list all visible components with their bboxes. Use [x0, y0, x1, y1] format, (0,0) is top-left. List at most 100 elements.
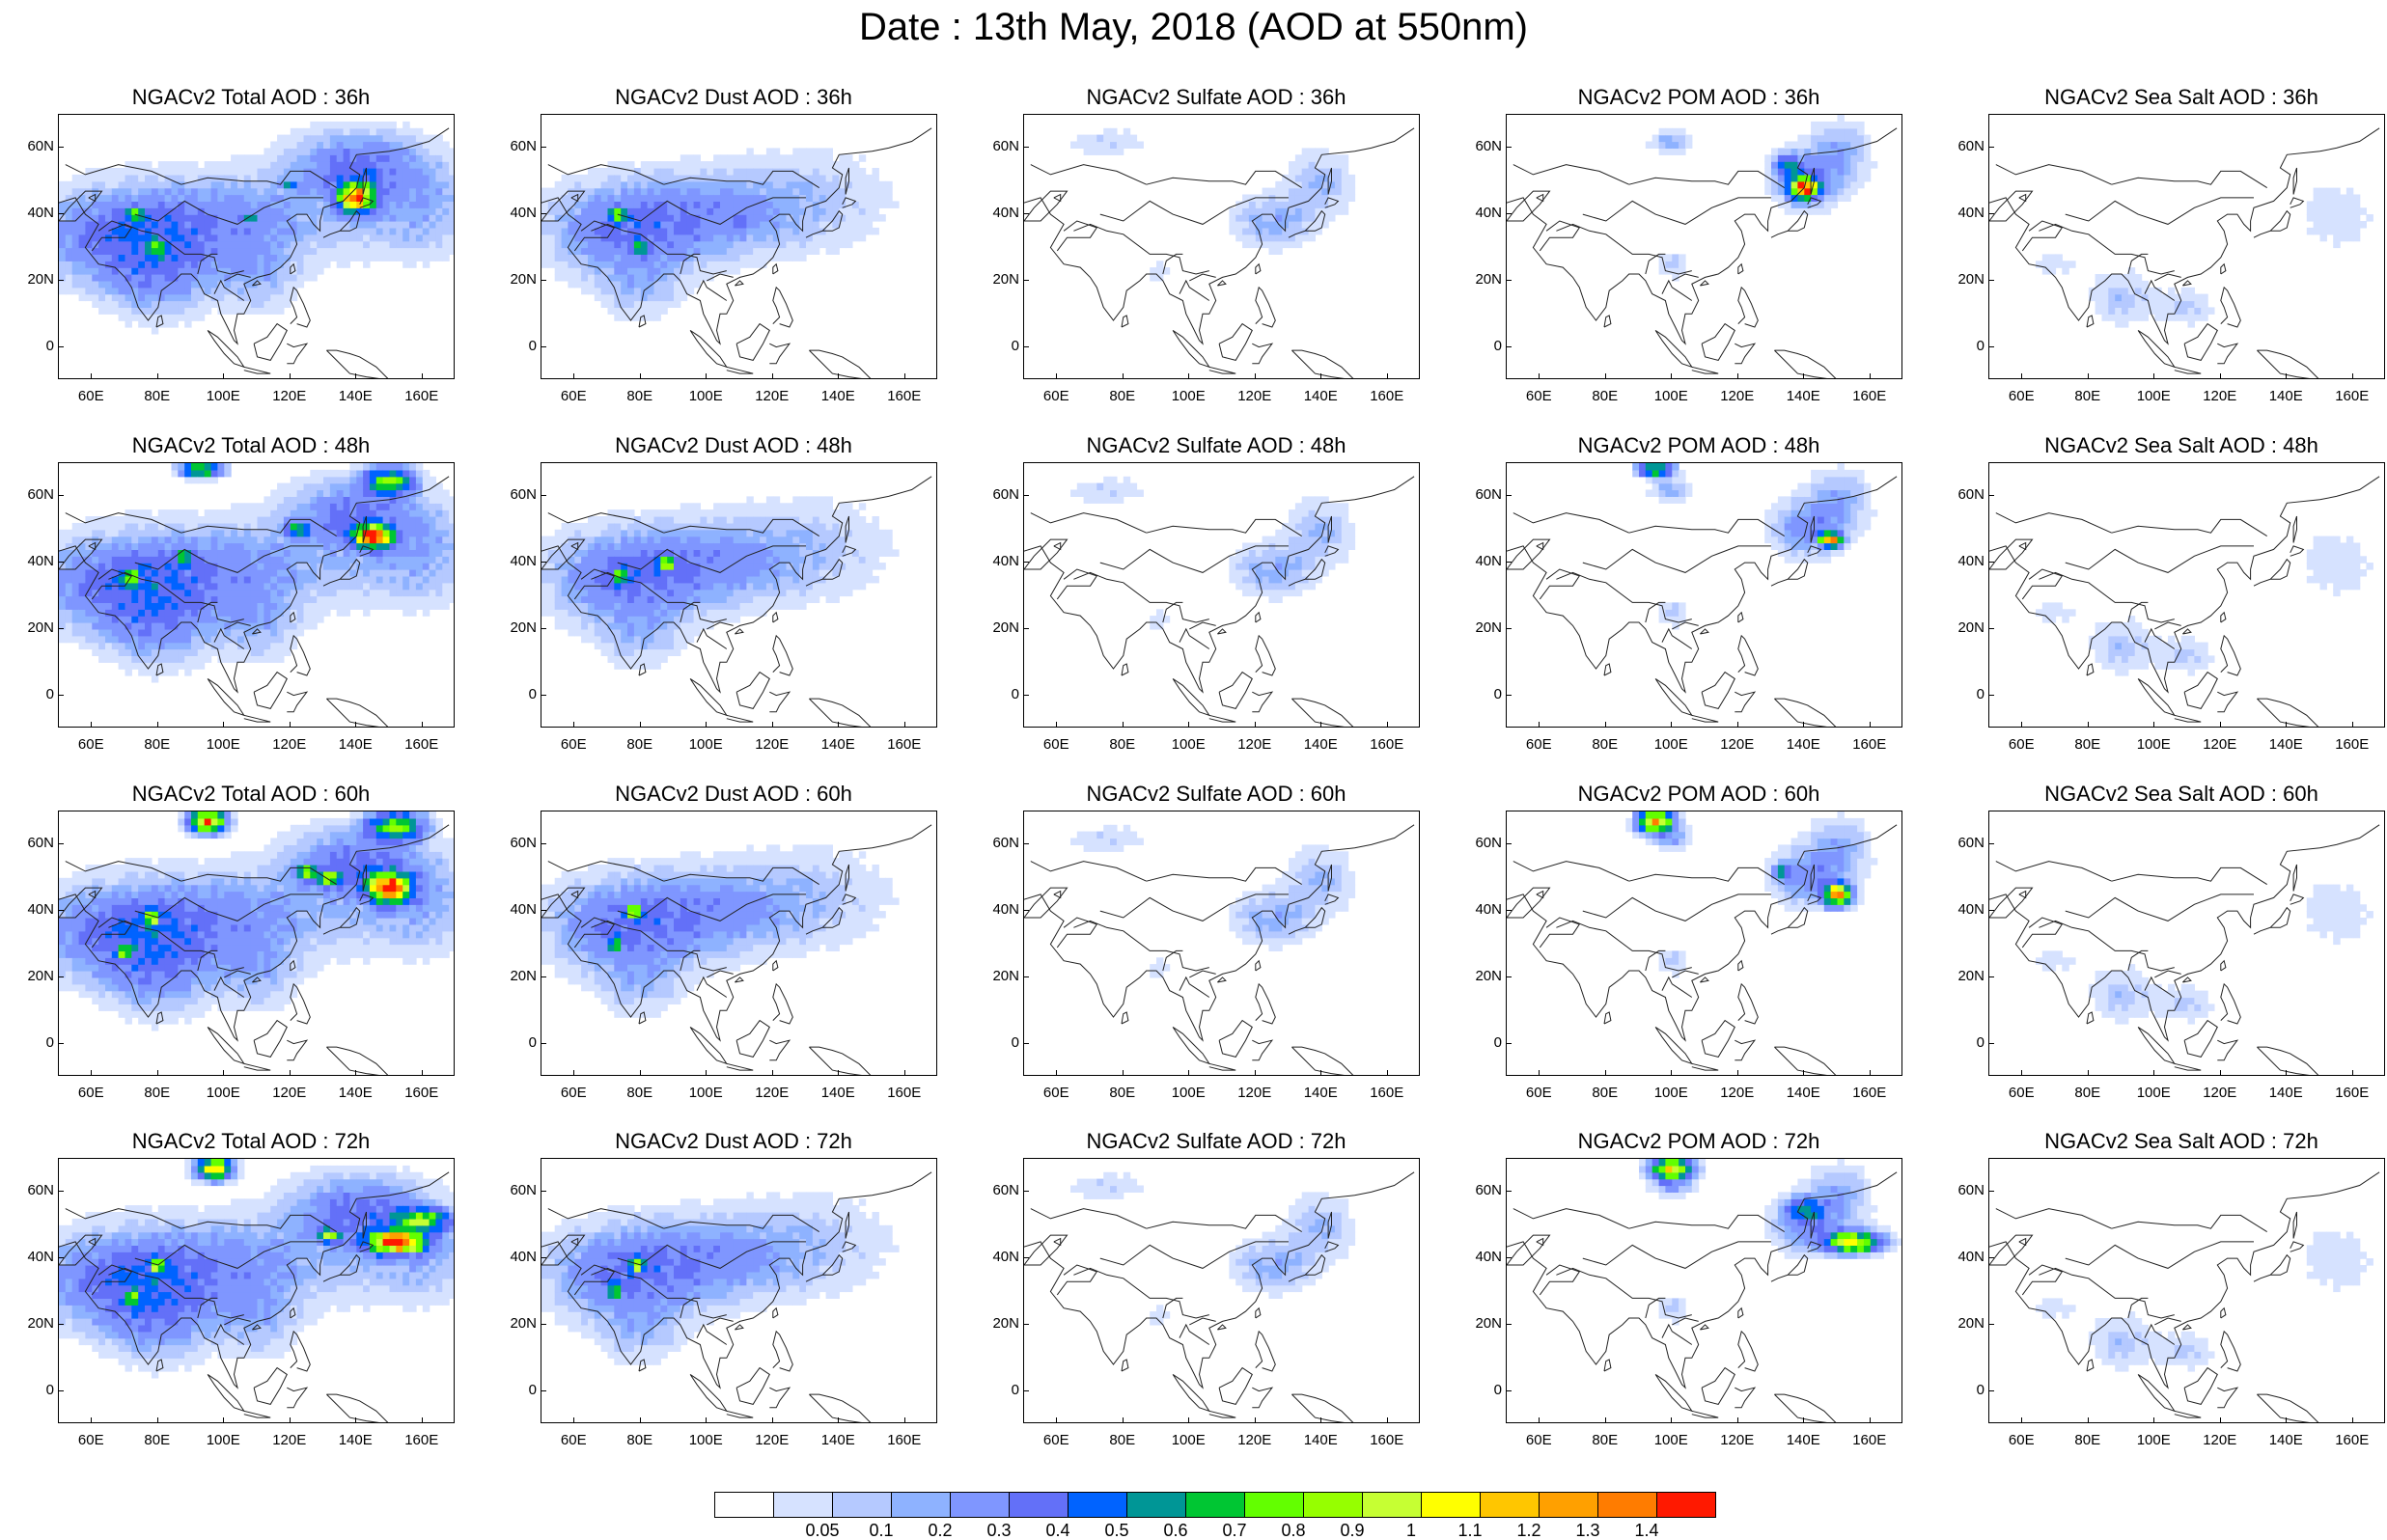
aod-cell	[105, 542, 113, 550]
aod-cell	[277, 293, 285, 302]
aod-cell	[422, 582, 430, 591]
aod-cell	[257, 595, 264, 603]
aod-cell	[561, 201, 569, 208]
aod-cell	[720, 234, 728, 242]
aod-cell	[349, 575, 357, 584]
aod-cell	[105, 616, 113, 623]
aod-cell	[633, 549, 642, 557]
aod-cell	[323, 476, 331, 484]
aod-cell	[846, 234, 853, 242]
aod-cell	[349, 180, 357, 189]
aod-cell	[138, 320, 146, 328]
aod-cell	[621, 609, 628, 617]
aod-cell	[231, 300, 238, 308]
coastline	[362, 515, 367, 543]
aod-cell	[363, 582, 371, 591]
aod-cell	[59, 569, 67, 577]
y-tick	[1988, 213, 1994, 215]
coastline	[287, 691, 309, 713]
aod-cell	[640, 207, 649, 215]
aod-cell	[1665, 254, 1673, 261]
aod-cell	[363, 542, 371, 550]
aod-cell	[409, 174, 417, 182]
aod-cell	[1870, 161, 1878, 169]
aod-cell	[1294, 221, 1303, 229]
aod-cell	[600, 168, 609, 176]
aod-cell	[356, 234, 364, 242]
aod-cell	[1790, 201, 1798, 208]
aod-cell	[621, 221, 628, 229]
aod-cell	[71, 180, 80, 189]
aod-cell	[264, 536, 271, 544]
aod-cell	[422, 214, 430, 222]
aod-cell	[250, 509, 259, 517]
aod-cell	[2041, 254, 2050, 261]
aod-cell	[231, 194, 238, 202]
aod-cell	[303, 602, 311, 610]
aod-cell	[760, 227, 767, 235]
aod-cell	[323, 529, 331, 537]
aod-cell	[204, 280, 212, 289]
aod-cell	[588, 616, 596, 623]
aod-cell	[568, 549, 575, 557]
aod-cell	[435, 516, 443, 524]
aod-cell	[2333, 234, 2341, 242]
aod-cell	[806, 180, 814, 189]
aod-cell	[349, 529, 357, 537]
aod-cell	[290, 642, 298, 650]
aod-cell	[653, 622, 661, 630]
aod-cell	[647, 648, 655, 656]
aod-cell	[164, 549, 173, 557]
aod-cell	[363, 482, 371, 491]
aod-cell	[1817, 187, 1825, 196]
aod-cell	[640, 168, 649, 176]
aod-cell	[296, 161, 305, 169]
aod-cell	[138, 254, 146, 261]
aod-cell	[653, 569, 661, 577]
aod-cell	[204, 267, 212, 275]
aod-cell	[574, 280, 582, 289]
aod-cell	[647, 609, 655, 617]
aod-cell	[1837, 154, 1845, 162]
aod-cell	[329, 529, 338, 537]
aod-cell	[210, 234, 218, 242]
aod-cell	[422, 469, 430, 478]
aod-cell	[700, 221, 708, 229]
aod-cell	[184, 662, 192, 670]
aod-cell	[303, 274, 311, 282]
aod-cell	[1321, 201, 1329, 208]
x-tick-label: 140E	[2268, 388, 2303, 404]
aod-cell	[164, 595, 173, 603]
aod-cell	[865, 227, 874, 235]
aod-cell	[363, 254, 371, 261]
aod-cell	[98, 168, 106, 176]
aod-cell	[640, 280, 649, 289]
aod-cell	[614, 616, 622, 623]
aod-cell	[402, 180, 410, 189]
aod-cell	[78, 529, 86, 537]
aod-cell	[375, 595, 384, 603]
aod-cell	[264, 509, 271, 517]
x-tick-label: 120E	[755, 388, 790, 404]
aod-cell	[243, 516, 252, 524]
aod-cell	[197, 280, 206, 289]
aod-cell	[442, 187, 450, 196]
aod-cell	[98, 648, 106, 656]
aod-cell	[779, 161, 788, 169]
aod-cell	[125, 194, 132, 202]
aod-cell	[568, 280, 575, 289]
aod-cell	[760, 261, 767, 268]
aod-cell	[303, 267, 311, 275]
aod-cell	[1321, 187, 1329, 196]
aod-cell	[277, 187, 285, 196]
coastline	[2257, 349, 2319, 378]
aod-cell	[118, 280, 126, 289]
aod-cell	[191, 187, 199, 196]
aod-cell	[178, 589, 185, 597]
aod-cell	[164, 221, 173, 229]
aod-cell	[574, 595, 582, 603]
aod-cell	[1083, 134, 1092, 143]
aod-cell	[588, 207, 596, 215]
aod-cell	[317, 589, 324, 597]
aod-cell	[707, 180, 714, 189]
